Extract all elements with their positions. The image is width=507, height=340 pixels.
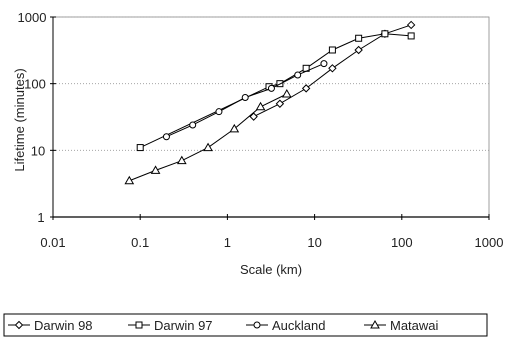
series-matawai — [124, 88, 292, 185]
diamond-marker — [301, 84, 311, 93]
diamond-marker — [328, 64, 337, 73]
triangle-marker — [370, 319, 380, 329]
diamond-marker — [249, 112, 258, 121]
legend-item-darwin-98: Darwin 98 — [8, 318, 93, 333]
square-marker — [407, 32, 415, 40]
circle-marker — [215, 108, 223, 116]
y-axis-title: Lifetime (minutes) — [12, 68, 27, 171]
plot-area — [52, 16, 490, 218]
triangle-marker — [176, 155, 187, 165]
x-tick-label: 0.1 — [131, 235, 149, 250]
legend-label: Matawai — [390, 318, 439, 333]
square-marker — [328, 46, 336, 54]
x-tick-label: 10 — [307, 235, 321, 250]
diamond-marker — [14, 320, 24, 330]
series-layer — [124, 20, 416, 185]
square-marker — [381, 30, 389, 38]
x-tick-label: 100 — [391, 235, 413, 250]
legend: Darwin 98 Darwin 97 Auckland Matawai — [3, 313, 488, 337]
x-axis-ticks: 0.01 0.1 1 10 100 1000 — [40, 214, 503, 250]
circle-marker — [267, 84, 275, 92]
series-darwin-97 — [136, 30, 415, 152]
series-auckland — [162, 60, 328, 141]
triangle-marker — [229, 123, 240, 133]
square-marker — [136, 144, 144, 152]
legend-item-auckland: Auckland — [246, 318, 325, 333]
circle-marker — [162, 133, 170, 141]
triangle-marker — [281, 88, 292, 98]
y-tick-label: 1000 — [18, 10, 47, 25]
x-axis-title: Scale (km) — [240, 262, 302, 277]
x-tick-label: 0.01 — [40, 235, 65, 250]
circle-marker — [189, 121, 197, 129]
plot-frame — [52, 16, 490, 218]
diamond-marker — [275, 99, 285, 108]
x-tick-label: 1000 — [475, 235, 504, 250]
triangle-marker — [203, 142, 213, 152]
legend-label: Auckland — [272, 318, 325, 333]
y-tick-label: 10 — [31, 143, 45, 158]
y-axis-ticks: 1 10 100 1000 — [18, 10, 56, 225]
diamond-marker — [354, 45, 363, 55]
circle-marker — [294, 71, 302, 79]
legend-item-matawai: Matawai — [364, 318, 439, 333]
y-tick-label: 100 — [24, 77, 46, 92]
legend-label: Darwin 97 — [154, 318, 213, 333]
legend-label: Darwin 98 — [34, 318, 93, 333]
x-tick-label: 1 — [224, 235, 231, 250]
legend-box — [3, 313, 488, 337]
circle-marker — [320, 60, 328, 68]
square-marker — [135, 321, 143, 329]
triangle-marker — [255, 101, 266, 111]
triangle-marker — [150, 165, 161, 174]
triangle-marker — [124, 175, 135, 185]
y-tick-label: 1 — [37, 210, 44, 225]
legend-item-darwin-97: Darwin 97 — [128, 318, 213, 333]
diamond-marker — [406, 20, 416, 30]
series-darwin-98 — [249, 20, 416, 121]
square-marker — [355, 34, 363, 42]
circle-marker — [253, 321, 261, 329]
circle-marker — [241, 94, 249, 102]
